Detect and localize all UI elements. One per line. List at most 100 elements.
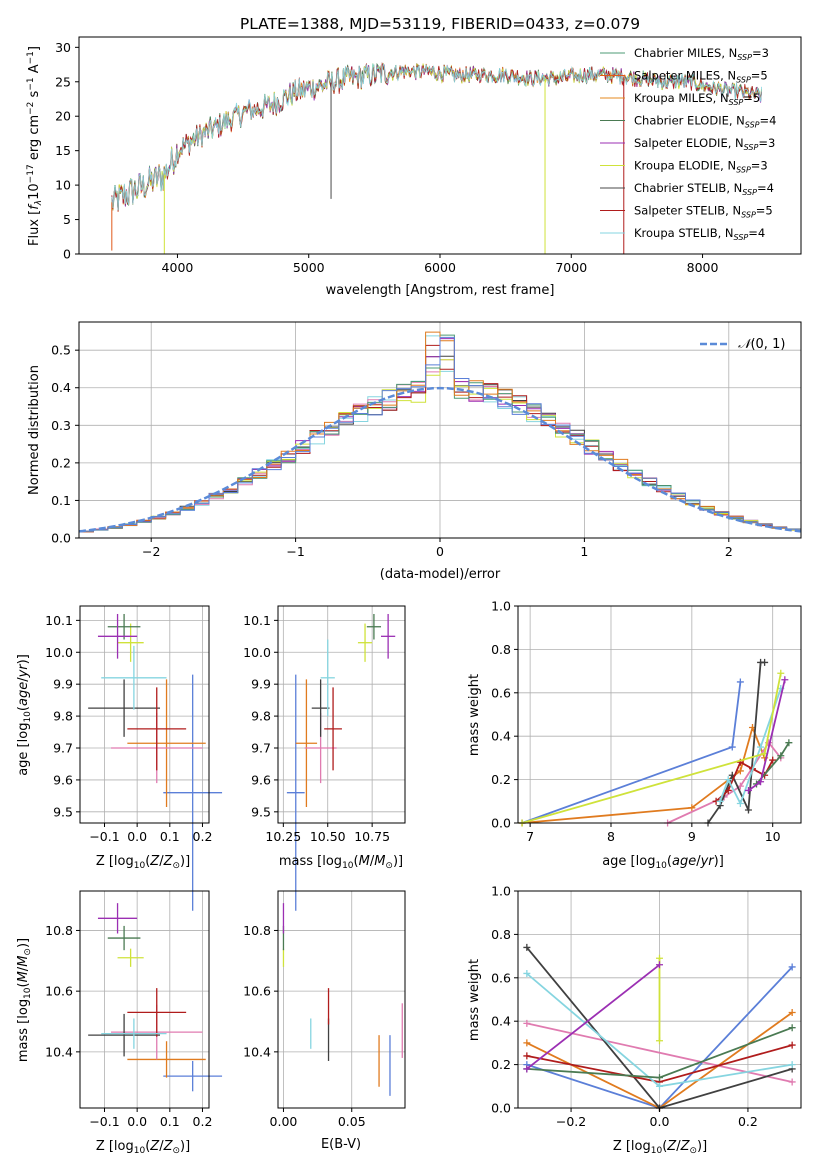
legend-label: Salpeter MILES, NSSP=5 <box>634 69 768 85</box>
legend-label: Salpeter STELIB, NSSP=5 <box>634 204 773 220</box>
weight-point-marker <box>523 943 531 951</box>
ytick-label: 0.2 <box>491 1057 511 1072</box>
ytick-label: 9.7 <box>53 741 73 756</box>
spectrum-ytick-label: 5 <box>63 212 71 227</box>
residual-histograms <box>78 331 802 538</box>
ytick-label: 0.0 <box>491 816 511 831</box>
weight-point-marker <box>656 961 663 969</box>
residual-ytick-label: 0.1 <box>51 493 71 508</box>
xtick-label: 0.2 <box>193 1114 213 1129</box>
panel-frame <box>517 605 802 824</box>
weight-point-marker <box>716 797 724 805</box>
ytick-label: 10.1 <box>45 613 73 628</box>
wz-xlabel: Z [log10(Z/Z⊙)] <box>613 1139 707 1156</box>
xtick-label: 0.0 <box>650 1114 670 1129</box>
ytick-label: 9.8 <box>53 709 73 724</box>
residual-xtick-label: 2 <box>725 544 733 559</box>
weight-point-marker <box>777 669 785 677</box>
agez-xlabel: Z [log10(Z/Z⊙)] <box>96 854 190 871</box>
weight-point-marker <box>656 1074 663 1082</box>
xtick-label: 10.25 <box>265 829 301 844</box>
weight-vs-metallicity-panel: −0.2 0.0 0.2 0.0 0.2 0.4 0.6 0.8 1.0 <box>491 884 802 1129</box>
residual-xtick-label: 1 <box>580 544 588 559</box>
spectrum-ylabel: Flux [fλ10−17 erg cm−2 s−1 A−1] <box>26 46 44 246</box>
wage-ylabel: mass weight <box>467 674 482 756</box>
weight-point-marker <box>523 969 531 977</box>
weight-point-marker <box>724 776 732 784</box>
weight-point-marker <box>736 767 744 775</box>
agez-ylabel: age [log10(age/yr)] <box>16 654 33 776</box>
ytick-label: 9.8 <box>251 709 271 724</box>
mass-vs-ebv-panel: 0.00 0.05 10.4 10.6 10.8 <box>243 890 406 1129</box>
weight-vs-age-panel: 7 8 9 10 0.0 0.2 0.4 0.6 0.8 1.0 <box>491 599 802 844</box>
ytick-label: 9.6 <box>251 772 271 787</box>
weight-point-marker <box>757 743 765 751</box>
weight-point-marker <box>744 806 752 814</box>
xtick-label: −0.1 <box>89 1114 119 1129</box>
weight-point-marker <box>788 1024 796 1032</box>
ytick-label: 1.0 <box>491 884 511 899</box>
panel-frame <box>277 890 406 1109</box>
spectrum-xlabel: wavelength [Angstrom, rest frame] <box>326 283 555 298</box>
xtick-label: 0.2 <box>738 1114 758 1129</box>
agem-xlabel: mass [log10(M/M⊙)] <box>279 854 403 871</box>
ytick-label: 0.6 <box>491 970 511 985</box>
ytick-label: 10.0 <box>45 645 73 660</box>
weight-point-marker <box>736 678 744 686</box>
xtick-label: 0.0 <box>127 829 147 844</box>
weight-point-marker <box>656 1082 663 1090</box>
ytick-label: 9.6 <box>53 772 73 787</box>
spectrum-series-line <box>111 62 763 211</box>
weight-point-marker <box>757 778 765 786</box>
ytick-label: 0.4 <box>491 1014 511 1029</box>
age-vs-metallicity-panel: −0.1 0.0 0.1 0.2 9.5 9.6 9.7 9.8 9.9 10.0 10.1 <box>45 605 223 911</box>
ytick-label: 10.4 <box>45 1044 73 1059</box>
ytick-label: 9.5 <box>53 804 73 819</box>
weight-point-marker <box>736 799 744 807</box>
weight-point-marker <box>656 1037 663 1045</box>
spectrum-ytick-label: 25 <box>55 74 71 89</box>
weight-series-line <box>521 681 742 824</box>
xtick-label: 10.75 <box>354 829 390 844</box>
residual-xlabel: (data-model)/error <box>380 567 501 582</box>
wz-ylabel: mass weight <box>467 959 482 1041</box>
weight-point-marker <box>788 1078 796 1086</box>
spectrum-xtick-label: 8000 <box>687 260 719 275</box>
ytick-label: 9.9 <box>53 677 73 692</box>
xtick-label: −0.1 <box>89 829 119 844</box>
residual-ylabel: Normed distribution <box>27 365 42 495</box>
xtick-label: −0.2 <box>556 1114 586 1129</box>
spectrum-legend: Chabrier MILES, NSSP=3 Salpeter MILES, NS… <box>600 46 776 242</box>
legend-label: Chabrier MILES, NSSP=3 <box>634 46 769 62</box>
ytick-label: 9.7 <box>251 741 271 756</box>
weight-point-marker <box>523 1052 531 1060</box>
xtick-label: 0.05 <box>338 1114 366 1129</box>
residual-xtick-label: −2 <box>142 544 160 559</box>
wage-xlabel: age [log10(age/yr)] <box>602 854 724 871</box>
mass-vs-metallicity-panel: −0.1 0.0 0.1 0.2 10.4 10.6 10.8 <box>45 890 223 1129</box>
xtick-label: 7 <box>526 829 534 844</box>
weight-point-marker <box>523 1019 531 1027</box>
ytick-label: 0.8 <box>491 927 511 942</box>
residual-xtick-label: −1 <box>286 544 304 559</box>
weight-point-marker <box>761 658 769 666</box>
residual-axes: −2 −1 0 1 2 0.0 0.1 0.2 0.3 0.4 0.5 <box>51 343 733 559</box>
massz-xlabel: Z [log10(Z/Z⊙)] <box>96 1139 190 1156</box>
panel-frame <box>79 890 210 1109</box>
residual-ytick-label: 0.3 <box>51 418 71 433</box>
ytick-label: 10.1 <box>243 613 271 628</box>
panel-frame <box>277 605 406 824</box>
xtick-label: 10 <box>765 829 781 844</box>
weight-series-line <box>521 724 766 824</box>
age-vs-mass-panel: 10.25 10.50 10.75 9.5 9.6 9.7 9.8 9.9 10.0 10.1 <box>243 605 406 911</box>
weight-point-marker <box>781 676 789 684</box>
weight-point-marker <box>788 1061 796 1069</box>
xtick-label: 0.2 <box>193 829 213 844</box>
weight-point-marker <box>728 743 736 751</box>
ytick-label: 9.5 <box>251 804 271 819</box>
spectrum-xtick-label: 4000 <box>162 260 194 275</box>
massebv-xlabel: E(B-V) <box>321 1137 361 1152</box>
xtick-label: 0.0 <box>127 1114 147 1129</box>
ytick-label: 10.8 <box>243 923 271 938</box>
